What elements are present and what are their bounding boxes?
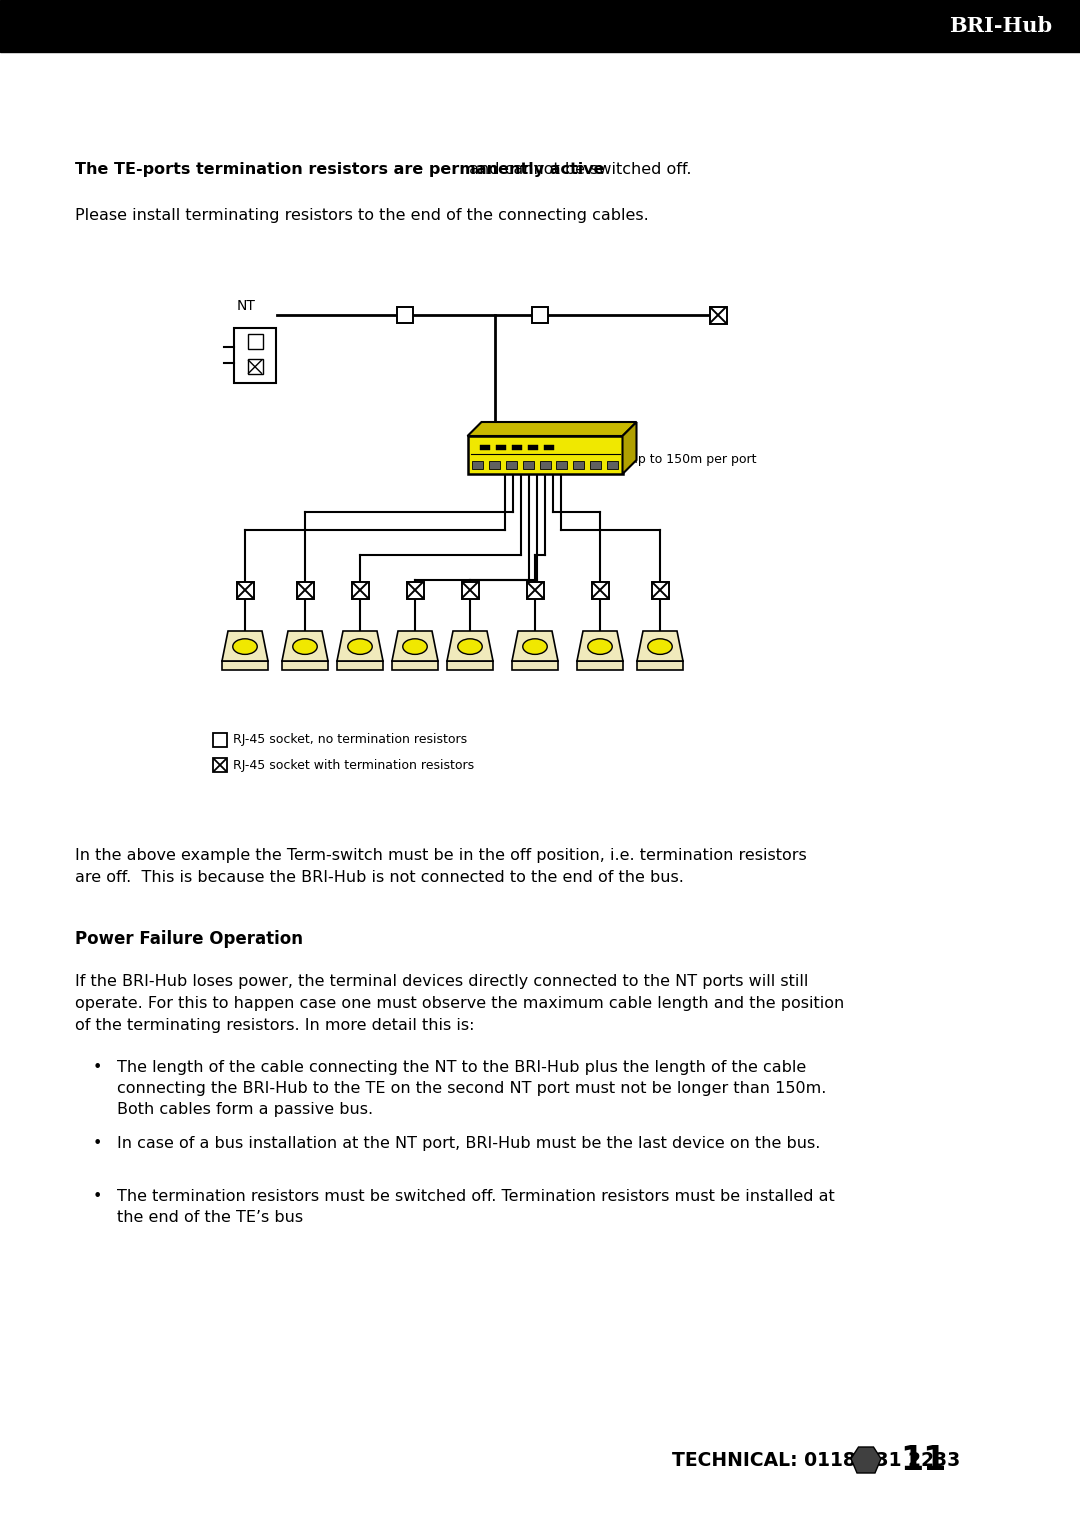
Text: The termination resistors must be switched off. Termination resistors must be in: The termination resistors must be switch… [117, 1189, 835, 1204]
Polygon shape [222, 631, 268, 662]
Bar [222, 662, 268, 669]
Bar [512, 445, 522, 451]
Bar [651, 582, 669, 599]
Bar [607, 461, 618, 469]
Bar [282, 662, 328, 669]
Text: In case of a bus installation at the NT port, BRI-Hub must be the last device on: In case of a bus installation at the NT … [117, 1135, 821, 1151]
Text: are off.  This is because the BRI-Hub is not connected to the end of the bus.: are off. This is because the BRI-Hub is … [75, 869, 684, 885]
Bar [351, 582, 368, 599]
Text: the end of the TE’s bus: the end of the TE’s bus [117, 1210, 303, 1225]
Bar [406, 582, 423, 599]
Ellipse shape [293, 639, 318, 654]
Bar [527, 582, 543, 599]
Bar [523, 461, 534, 469]
Text: RJ-45 socket with termination resistors: RJ-45 socket with termination resistors [233, 758, 474, 772]
Polygon shape [577, 631, 623, 662]
Text: In the above example the Term-switch must be in the off position, i.e. terminati: In the above example the Term-switch mus… [75, 848, 807, 863]
Bar [512, 662, 558, 669]
Text: If the BRI-Hub loses power, the terminal devices directly connected to the NT po: If the BRI-Hub loses power, the terminal… [75, 973, 808, 989]
Bar [461, 582, 478, 599]
Ellipse shape [403, 639, 428, 654]
Polygon shape [512, 631, 558, 662]
Bar [247, 333, 262, 348]
Bar [472, 461, 483, 469]
Polygon shape [468, 422, 636, 435]
Bar [573, 461, 584, 469]
Bar [468, 435, 622, 474]
Polygon shape [282, 631, 328, 662]
Bar [710, 307, 727, 324]
Text: TECHNICAL: 0118 931 2233: TECHNICAL: 0118 931 2233 [672, 1450, 960, 1470]
Polygon shape [851, 1447, 881, 1473]
Ellipse shape [523, 639, 548, 654]
Bar [397, 307, 413, 322]
Text: connecting the BRI-Hub to the TE on the second NT port must not be longer than 1: connecting the BRI-Hub to the TE on the … [117, 1080, 826, 1096]
Bar [447, 662, 492, 669]
Bar [247, 359, 262, 374]
Bar [556, 461, 567, 469]
Text: The TE-ports termination resistors are permanently active: The TE-ports termination resistors are p… [75, 162, 605, 177]
Bar [496, 445, 505, 451]
Text: up to 150m per port: up to 150m per port [630, 454, 756, 466]
Bar [489, 461, 500, 469]
Text: operate. For this to happen case one must observe the maximum cable length and t: operate. For this to happen case one mus… [75, 996, 845, 1012]
Bar [637, 662, 683, 669]
Polygon shape [622, 422, 636, 474]
Text: and cannot be switched off.: and cannot be switched off. [463, 162, 691, 177]
Text: Please install terminating resistors to the end of the connecting cables.: Please install terminating resistors to … [75, 208, 649, 223]
Text: of the terminating resistors. In more detail this is:: of the terminating resistors. In more de… [75, 1018, 474, 1033]
Bar [213, 733, 227, 747]
Ellipse shape [648, 639, 672, 654]
Bar [234, 327, 276, 382]
Text: NT: NT [237, 299, 256, 313]
Bar [0, 0, 1080, 52]
Ellipse shape [588, 639, 612, 654]
Polygon shape [337, 631, 383, 662]
Polygon shape [447, 631, 492, 662]
Text: Power Failure Operation: Power Failure Operation [75, 931, 303, 947]
Bar [392, 662, 438, 669]
Bar [590, 461, 602, 469]
Text: •: • [93, 1060, 103, 1076]
Text: RJ-45 socket, no termination resistors: RJ-45 socket, no termination resistors [233, 733, 468, 747]
Text: Both cables form a passive bus.: Both cables form a passive bus. [117, 1102, 373, 1117]
Bar [527, 445, 538, 451]
Bar [337, 662, 383, 669]
Ellipse shape [458, 639, 483, 654]
Bar [577, 662, 623, 669]
Bar [297, 582, 313, 599]
Text: BRI-Hub: BRI-Hub [949, 15, 1052, 37]
Ellipse shape [348, 639, 373, 654]
Bar [540, 461, 551, 469]
Ellipse shape [233, 639, 257, 654]
Polygon shape [637, 631, 683, 662]
Text: •: • [93, 1135, 103, 1151]
Bar [480, 445, 489, 451]
Polygon shape [392, 631, 438, 662]
Bar [213, 758, 227, 772]
Bar [237, 582, 254, 599]
Text: •: • [93, 1189, 103, 1204]
Bar [532, 307, 548, 322]
Bar [505, 461, 516, 469]
Text: 11: 11 [900, 1444, 946, 1476]
Bar [592, 582, 608, 599]
Bar [543, 445, 554, 451]
Text: The length of the cable connecting the NT to the BRI-Hub plus the length of the : The length of the cable connecting the N… [117, 1060, 807, 1076]
